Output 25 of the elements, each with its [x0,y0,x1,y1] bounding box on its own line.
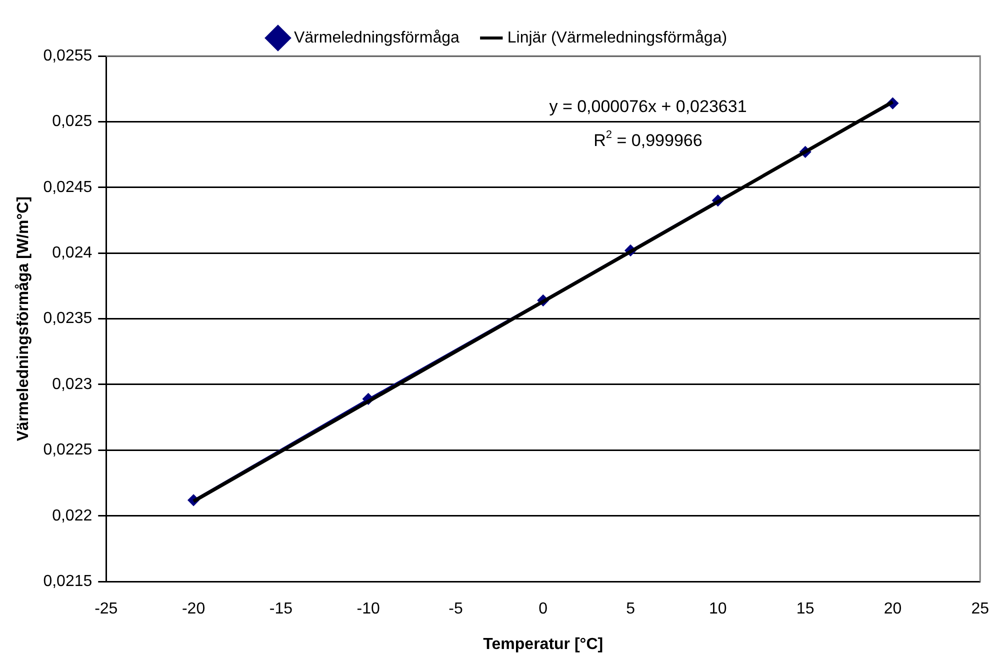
y-tick-label: 0,0255 [43,47,92,64]
y-tick-label: 0,0215 [43,573,92,590]
x-tick-label: -25 [94,600,118,618]
x-tick-label: 10 [709,600,727,618]
x-tick-label: -5 [448,600,463,618]
y-tick-label: 0,0235 [43,310,92,328]
x-tick-label: 25 [971,600,990,618]
y-tick-label: 0,025 [52,113,92,130]
x-tick-label: 15 [796,600,814,618]
x-tick-label: 0 [538,600,548,618]
y-tick-label: 0,022 [52,507,92,524]
x-tick-label: 5 [626,600,636,618]
y-axis-title: Värmeledningsförmåga [W/m°C] [14,196,32,442]
y-tick-label: 0,0245 [43,178,92,196]
legend-label: Linjär (Värmeledningsförmåga) [507,29,728,46]
x-tick-label: -20 [182,600,206,618]
x-tick-label: 20 [884,600,902,618]
x-tick-label: -10 [356,600,380,618]
y-tick-label: 0,023 [52,376,92,393]
legend-label: Värmeledningsförmåga [294,29,460,46]
x-axis-title: Temperatur [°C] [483,636,604,653]
y-tick-label: 0,0225 [43,442,92,459]
x-tick-label: -15 [269,600,293,618]
y-tick-label: 0,024 [52,244,92,262]
annotation: y = 0,000076x + 0,023631 [549,97,747,116]
